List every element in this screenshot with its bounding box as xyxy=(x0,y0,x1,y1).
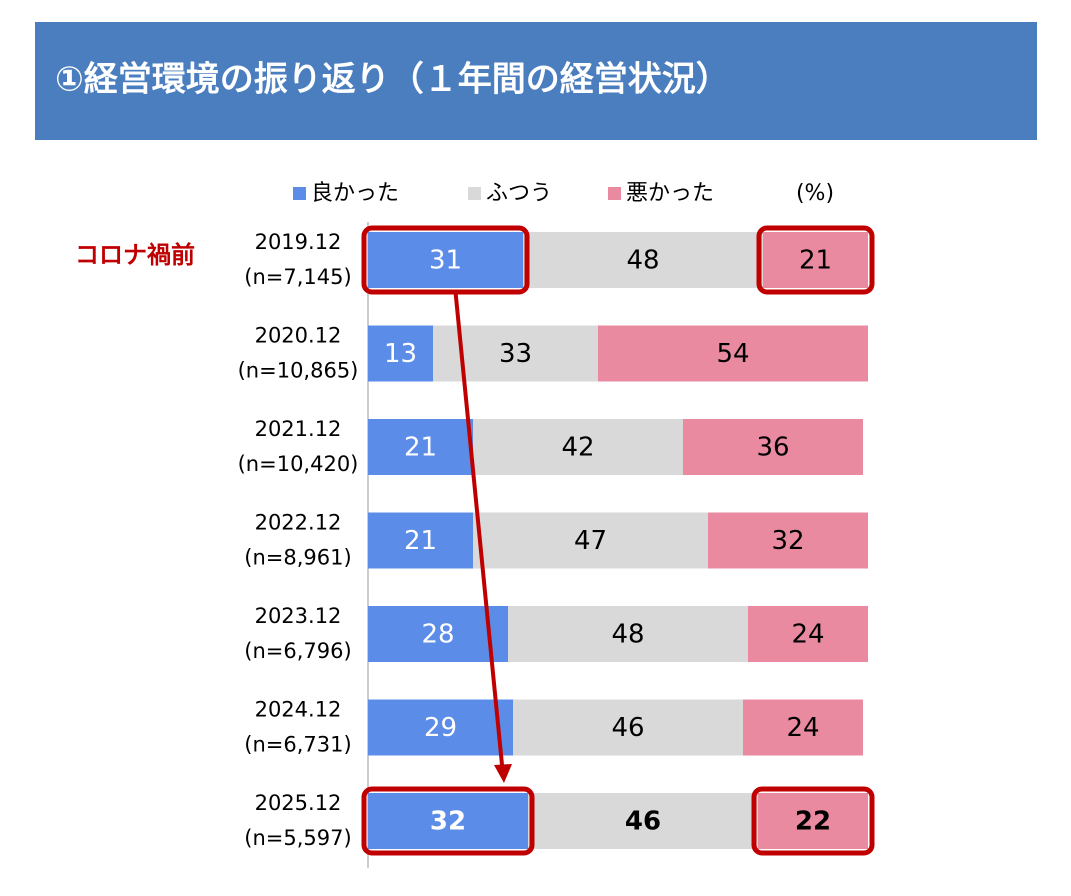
data-label: 21 xyxy=(404,526,437,556)
arrow-head xyxy=(494,764,512,783)
data-label: 54 xyxy=(716,339,749,369)
bar-segment xyxy=(473,512,708,569)
data-label: 13 xyxy=(384,339,417,369)
bar-segment xyxy=(513,699,743,756)
bar-segment xyxy=(368,699,513,756)
bar-segment xyxy=(368,512,473,569)
bar-segment xyxy=(368,325,433,382)
y-tick-label: 2025.12 xyxy=(255,791,342,815)
bar-segment xyxy=(758,793,868,849)
data-label: 46 xyxy=(625,807,661,837)
legend-label: ふつう xyxy=(486,181,552,206)
data-label: 36 xyxy=(756,433,789,463)
bar-segment xyxy=(743,699,863,756)
legend-label: 悪かった xyxy=(626,181,714,206)
bar-segment xyxy=(473,419,683,475)
data-label: 24 xyxy=(791,620,824,650)
data-label: 24 xyxy=(786,713,819,743)
data-label: 28 xyxy=(421,620,454,650)
highlight-box xyxy=(361,225,530,295)
y-tick-label: 2019.12 xyxy=(255,230,342,254)
data-label: 47 xyxy=(574,526,607,556)
arrow-shaft xyxy=(453,291,505,776)
y-tick-label: 2024.12 xyxy=(255,698,342,722)
data-label: 21 xyxy=(404,433,437,463)
bar-segment xyxy=(523,232,763,288)
bar-segment xyxy=(368,793,528,849)
sample-size: (n=8,961) xyxy=(244,546,351,570)
data-label: 32 xyxy=(771,526,804,556)
bar-segment xyxy=(368,419,473,475)
data-label: 22 xyxy=(795,807,831,837)
unit-label: (%) xyxy=(796,181,834,206)
legend-swatch xyxy=(293,187,306,200)
bar-segment xyxy=(528,793,758,849)
data-label: 33 xyxy=(499,339,532,369)
annotation: コロナ禍前 xyxy=(75,241,195,269)
data-label: 48 xyxy=(626,246,659,276)
title-banner xyxy=(35,22,1037,140)
sample-size: (n=5,597) xyxy=(244,826,351,850)
chart-title: ①経営環境の振り返り（１年間の経営状況） xyxy=(55,60,730,100)
bar-segment xyxy=(368,232,523,288)
y-tick-label: 2020.12 xyxy=(255,324,342,348)
bar-segment xyxy=(508,606,748,662)
legend-label: 良かった xyxy=(311,181,399,206)
data-label: 31 xyxy=(429,246,462,276)
bar-segment xyxy=(763,232,868,288)
bar-segment xyxy=(683,419,863,475)
y-tick-label: 2022.12 xyxy=(255,511,342,535)
bar-segment xyxy=(368,606,508,662)
legend-swatch xyxy=(608,187,621,200)
bar-segment xyxy=(598,325,868,382)
legend-swatch xyxy=(468,187,481,200)
sample-size: (n=10,420) xyxy=(238,452,359,476)
data-label: 21 xyxy=(799,246,832,276)
bar-segment xyxy=(748,606,868,662)
sample-size: (n=6,796) xyxy=(244,639,351,663)
highlight-box xyxy=(361,786,535,856)
y-tick-label: 2021.12 xyxy=(255,417,342,441)
sample-size: (n=6,731) xyxy=(244,733,351,757)
bar-segment xyxy=(708,512,868,569)
data-label: 32 xyxy=(430,807,466,837)
highlight-box xyxy=(751,786,875,856)
highlight-box xyxy=(756,225,875,295)
data-label: 48 xyxy=(611,620,644,650)
data-label: 46 xyxy=(611,713,644,743)
sample-size: (n=10,865) xyxy=(238,359,359,383)
sample-size: (n=7,145) xyxy=(244,265,351,289)
data-label: 29 xyxy=(424,713,457,743)
y-tick-label: 2023.12 xyxy=(255,604,342,628)
data-label: 42 xyxy=(561,433,594,463)
